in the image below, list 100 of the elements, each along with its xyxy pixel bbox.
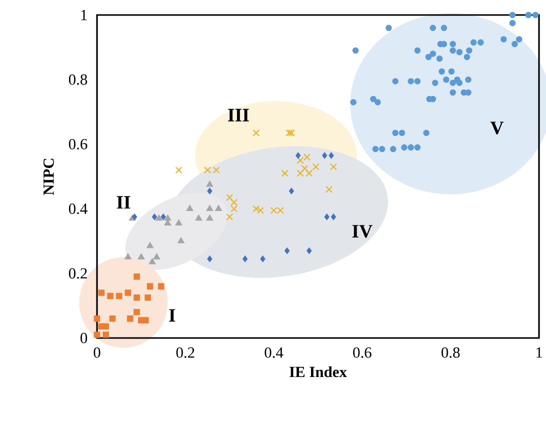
point bbox=[436, 55, 443, 62]
point bbox=[440, 24, 448, 32]
point bbox=[466, 47, 472, 54]
point bbox=[164, 220, 172, 226]
annotation: IV bbox=[352, 225, 373, 238]
point bbox=[207, 256, 212, 262]
point bbox=[281, 170, 288, 177]
point bbox=[153, 254, 160, 260]
point bbox=[470, 39, 477, 46]
point bbox=[144, 294, 151, 301]
y-tick-label: 0.8 bbox=[68, 74, 88, 85]
point bbox=[296, 152, 301, 159]
point bbox=[160, 214, 166, 220]
point bbox=[509, 20, 516, 26]
point bbox=[164, 214, 172, 221]
point bbox=[152, 214, 157, 220]
point bbox=[207, 188, 212, 194]
point bbox=[322, 152, 328, 159]
x-tick-label: 0.8 bbox=[442, 347, 460, 358]
point bbox=[102, 332, 109, 338]
point bbox=[425, 54, 432, 60]
annotation: III bbox=[228, 108, 249, 122]
point bbox=[107, 292, 114, 300]
x-tick-label: 0.6 bbox=[353, 347, 372, 358]
point bbox=[102, 323, 109, 330]
point bbox=[94, 332, 100, 338]
point bbox=[116, 292, 122, 300]
point bbox=[242, 256, 248, 262]
point bbox=[158, 283, 164, 290]
point bbox=[430, 50, 436, 57]
point bbox=[408, 144, 414, 151]
point bbox=[156, 214, 162, 221]
point bbox=[98, 290, 105, 296]
point bbox=[252, 129, 260, 136]
y-tick-label: 0 bbox=[80, 332, 88, 344]
point bbox=[226, 213, 234, 220]
point bbox=[408, 78, 414, 84]
point bbox=[448, 68, 455, 75]
y-tick-label: 0.4 bbox=[68, 204, 88, 214]
point bbox=[127, 315, 134, 322]
point bbox=[350, 99, 357, 106]
point bbox=[138, 254, 145, 260]
point bbox=[206, 214, 214, 221]
point bbox=[516, 36, 522, 42]
point bbox=[142, 317, 149, 324]
point bbox=[509, 12, 516, 18]
point bbox=[370, 96, 376, 102]
point bbox=[398, 130, 406, 136]
point bbox=[109, 315, 116, 322]
point bbox=[465, 76, 472, 83]
annotation: I bbox=[169, 309, 176, 322]
y-axis-title: NIPC bbox=[43, 158, 54, 196]
point bbox=[414, 47, 421, 54]
point bbox=[454, 76, 460, 83]
point bbox=[284, 248, 290, 254]
point bbox=[392, 130, 398, 136]
point bbox=[134, 309, 140, 316]
point bbox=[438, 68, 445, 75]
point bbox=[512, 40, 518, 48]
point bbox=[186, 205, 194, 211]
point bbox=[464, 54, 470, 60]
point bbox=[372, 146, 379, 152]
y-tick-label: 1 bbox=[81, 10, 87, 20]
point bbox=[378, 146, 386, 152]
point bbox=[414, 144, 421, 151]
point bbox=[390, 146, 396, 152]
point bbox=[195, 214, 202, 221]
point bbox=[230, 198, 238, 206]
point bbox=[132, 214, 138, 220]
point bbox=[226, 194, 234, 202]
point bbox=[450, 89, 456, 96]
point bbox=[124, 254, 132, 260]
point bbox=[430, 24, 436, 32]
point bbox=[206, 205, 214, 211]
point bbox=[288, 188, 294, 194]
y-tick-label: 0.6 bbox=[68, 138, 88, 150]
point bbox=[456, 49, 463, 56]
point bbox=[478, 39, 484, 46]
annotation: II bbox=[116, 196, 130, 209]
point bbox=[328, 152, 334, 159]
point bbox=[296, 156, 304, 164]
point bbox=[230, 205, 238, 212]
point bbox=[330, 163, 337, 170]
point bbox=[178, 237, 184, 244]
point bbox=[374, 99, 381, 106]
point bbox=[146, 242, 154, 248]
point bbox=[500, 36, 507, 42]
point bbox=[306, 248, 312, 254]
point bbox=[392, 78, 398, 84]
point bbox=[148, 258, 156, 264]
point bbox=[423, 130, 430, 136]
point bbox=[465, 89, 472, 96]
point bbox=[175, 166, 182, 174]
point bbox=[134, 294, 140, 301]
point bbox=[215, 205, 222, 211]
point bbox=[94, 315, 100, 322]
point bbox=[450, 47, 456, 54]
point bbox=[206, 180, 214, 187]
point bbox=[288, 129, 295, 136]
point bbox=[124, 290, 132, 296]
